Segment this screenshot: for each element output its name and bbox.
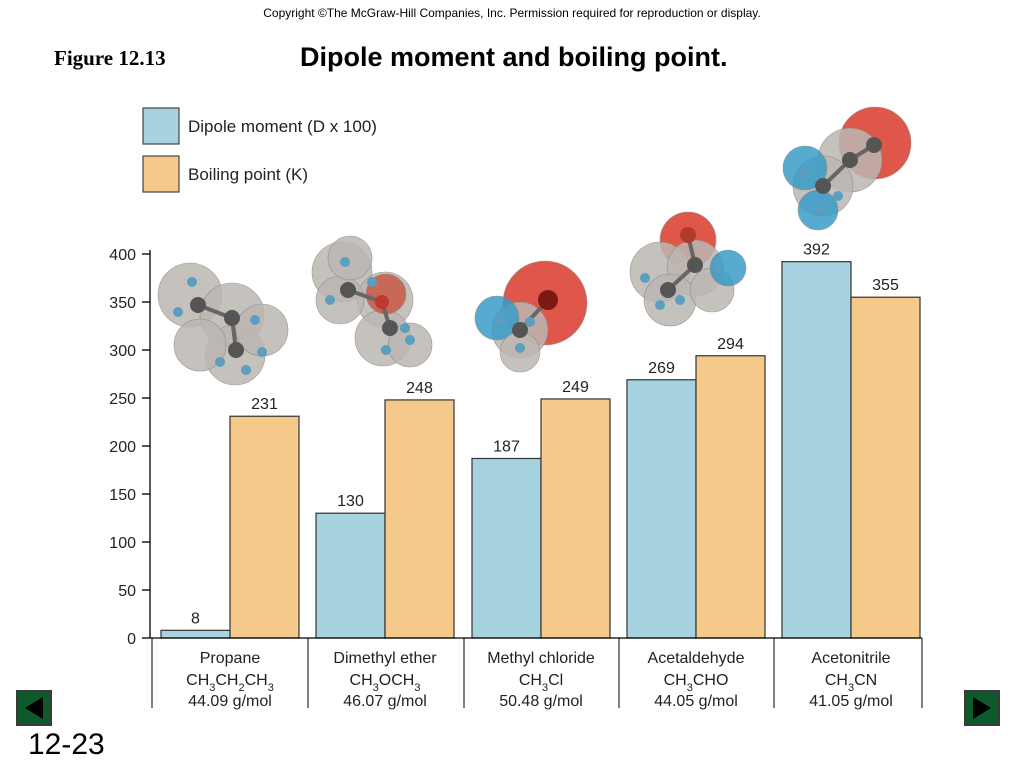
previous-slide-button[interactable] bbox=[16, 690, 52, 726]
atom-ball bbox=[713, 263, 723, 273]
y-tick-label: 50 bbox=[118, 583, 136, 600]
legend-swatch-1 bbox=[142, 155, 180, 193]
category-molar-mass: 50.48 g/mol bbox=[499, 693, 583, 710]
atom-ball bbox=[842, 152, 858, 168]
data-label: 248 bbox=[406, 380, 433, 397]
dimethyl-ether-model-icon bbox=[327, 235, 373, 281]
bar-boiling bbox=[540, 398, 611, 639]
atom-ball bbox=[215, 357, 225, 367]
category-formula: CH3Cl bbox=[519, 672, 563, 694]
bar-dipole bbox=[781, 261, 852, 639]
atom-ball bbox=[405, 335, 415, 345]
triangle-right-icon bbox=[973, 697, 991, 719]
bar-dipole bbox=[160, 629, 231, 639]
atom-ball bbox=[833, 191, 843, 201]
next-slide-button[interactable] bbox=[964, 690, 1000, 726]
atom-ball bbox=[866, 137, 882, 153]
data-label: 8 bbox=[191, 610, 200, 627]
y-tick-label: 350 bbox=[109, 295, 136, 312]
category-molar-mass: 46.07 g/mol bbox=[343, 693, 427, 710]
atom-ball bbox=[640, 273, 650, 283]
dimethyl-ether-model-icon bbox=[315, 275, 365, 325]
atom-ball bbox=[515, 343, 525, 353]
data-label: 130 bbox=[337, 493, 364, 510]
atom-ball bbox=[257, 347, 267, 357]
bar-boiling bbox=[695, 355, 766, 639]
atom-ball bbox=[173, 307, 183, 317]
category-formula: CH3CHO bbox=[664, 672, 729, 694]
bar-dipole bbox=[626, 379, 697, 639]
atom-ball bbox=[687, 257, 703, 273]
y-tick-label: 250 bbox=[109, 391, 136, 408]
atom-ball bbox=[655, 300, 665, 310]
category-molar-mass: 44.09 g/mol bbox=[188, 693, 272, 710]
atom-ball bbox=[224, 310, 240, 326]
atom-ball bbox=[375, 295, 389, 309]
y-tick-label: 300 bbox=[109, 343, 136, 360]
page-title: Dipole moment and boiling point. bbox=[300, 42, 728, 72]
data-label: 392 bbox=[803, 242, 830, 259]
atom-ball bbox=[815, 178, 831, 194]
propane-model-icon bbox=[173, 318, 227, 372]
data-label: 269 bbox=[648, 360, 675, 377]
copyright-notice: Copyright ©The McGraw-Hill Companies, In… bbox=[263, 6, 761, 20]
data-label: 231 bbox=[251, 396, 278, 413]
bar-boiling bbox=[850, 296, 921, 639]
figure-label: Figure 12.13 bbox=[54, 46, 166, 70]
slide-number: 12-23 bbox=[28, 728, 105, 761]
atom-ball bbox=[187, 277, 197, 287]
atom-ball bbox=[381, 345, 391, 355]
category-formula: CH3CH2CH3 bbox=[186, 672, 274, 694]
atom-ball bbox=[325, 295, 335, 305]
y-tick-label: 400 bbox=[109, 247, 136, 264]
atom-ball bbox=[250, 315, 260, 325]
y-tick-label: 200 bbox=[109, 439, 136, 456]
atom-ball bbox=[660, 282, 676, 298]
category-name: Acetaldehyde bbox=[648, 650, 745, 667]
atom-ball bbox=[340, 257, 350, 267]
atom-ball bbox=[400, 323, 410, 333]
atom-ball bbox=[367, 277, 377, 287]
acetaldehyde-model-icon bbox=[709, 249, 747, 287]
atom-ball bbox=[512, 322, 528, 338]
acetaldehyde-model-icon bbox=[643, 273, 697, 327]
atom-ball bbox=[525, 317, 535, 327]
triangle-left-icon bbox=[25, 697, 43, 719]
category-formula: CH3OCH3 bbox=[350, 672, 421, 694]
legend-label-1: Boiling point (K) bbox=[188, 165, 308, 184]
category-name: Methyl chloride bbox=[487, 650, 595, 667]
data-label: 187 bbox=[493, 438, 520, 455]
atom-ball bbox=[675, 295, 685, 305]
atom-ball bbox=[340, 282, 356, 298]
category-molar-mass: 44.05 g/mol bbox=[654, 693, 738, 710]
bar-dipole bbox=[315, 512, 386, 639]
bar-boiling bbox=[384, 399, 455, 639]
category-formula: CH3CN bbox=[825, 672, 877, 694]
data-label: 355 bbox=[872, 277, 899, 294]
category-name: Dimethyl ether bbox=[333, 650, 437, 667]
atom-ball bbox=[228, 342, 244, 358]
bar-dipole bbox=[471, 457, 542, 639]
atom-ball bbox=[382, 320, 398, 336]
category-name: Acetonitrile bbox=[811, 650, 890, 667]
atom-ball bbox=[815, 205, 825, 215]
bar-boiling bbox=[229, 415, 300, 639]
atom-ball bbox=[495, 315, 505, 325]
atom-ball bbox=[800, 167, 810, 177]
category-name: Propane bbox=[200, 650, 261, 667]
atom-ball bbox=[538, 290, 558, 310]
atom-ball bbox=[241, 365, 251, 375]
legend-swatch-0 bbox=[142, 107, 180, 145]
y-tick-label: 150 bbox=[109, 487, 136, 504]
category-molar-mass: 41.05 g/mol bbox=[809, 693, 893, 710]
legend-label-0: Dipole moment (D x 100) bbox=[188, 117, 377, 136]
atom-ball bbox=[680, 227, 696, 243]
atom-ball bbox=[190, 297, 206, 313]
data-label: 249 bbox=[562, 379, 589, 396]
y-tick-label: 0 bbox=[127, 631, 136, 648]
data-label: 294 bbox=[717, 336, 744, 353]
y-tick-label: 100 bbox=[109, 535, 136, 552]
